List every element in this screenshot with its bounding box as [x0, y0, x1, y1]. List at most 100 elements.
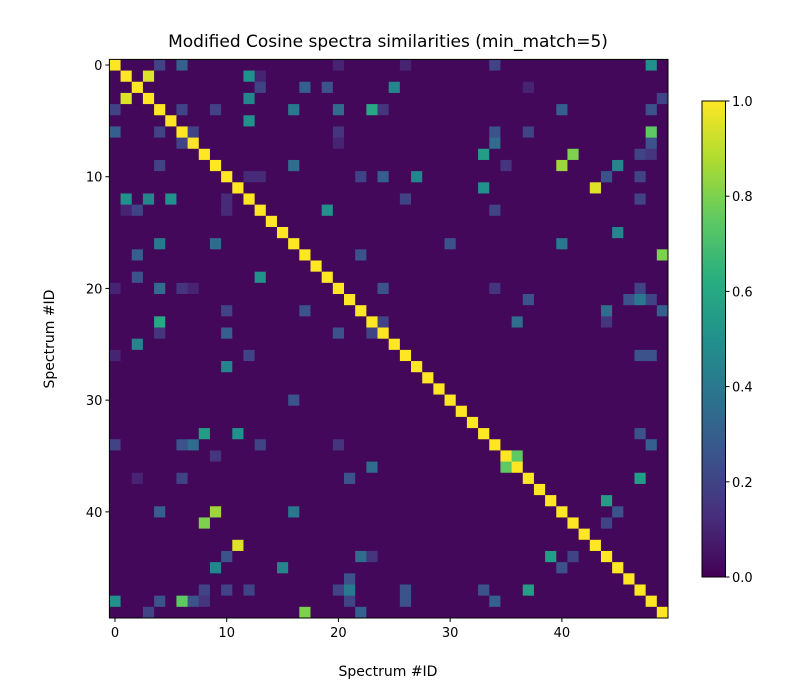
heatmap-cell — [589, 595, 602, 608]
heatmap-cell — [154, 361, 166, 373]
heatmap-cell — [489, 271, 501, 284]
heatmap-cell — [634, 606, 647, 619]
heatmap-cell — [377, 238, 390, 250]
heatmap-cell — [198, 81, 211, 94]
heatmap-cell — [578, 182, 591, 194]
heatmap-cell — [656, 461, 669, 474]
heatmap-cell — [198, 104, 211, 116]
heatmap-cell — [634, 584, 647, 597]
heatmap-cell — [645, 327, 658, 340]
heatmap-cell — [600, 528, 613, 541]
heatmap-cell — [478, 461, 490, 474]
heatmap-cell — [232, 115, 244, 127]
heatmap-cell — [478, 372, 490, 384]
heatmap-cell — [600, 584, 613, 597]
heatmap-cell — [500, 517, 512, 530]
heatmap-cell — [209, 159, 222, 172]
heatmap-cell — [254, 204, 267, 217]
heatmap-cell — [533, 171, 546, 183]
heatmap-cell — [578, 562, 591, 574]
heatmap-cell — [221, 238, 233, 250]
heatmap-cell — [500, 595, 512, 608]
heatmap-cell — [645, 584, 658, 597]
heatmap-cell — [299, 394, 311, 407]
heatmap-cell — [533, 416, 546, 429]
heatmap-cell — [612, 92, 624, 105]
heatmap-cell — [444, 338, 457, 351]
heatmap-cell — [388, 405, 401, 418]
heatmap-cell — [209, 562, 222, 574]
heatmap-cell — [422, 338, 434, 351]
heatmap-cell — [556, 92, 568, 105]
heatmap-cell — [209, 115, 222, 127]
heatmap-cell — [310, 226, 323, 239]
heatmap-cell — [600, 193, 613, 206]
heatmap-cell — [154, 562, 166, 574]
heatmap-cell — [399, 528, 412, 541]
heatmap-cell — [388, 260, 401, 273]
heatmap-cell — [433, 159, 445, 172]
heatmap-cell — [187, 204, 200, 217]
heatmap-cell — [366, 171, 378, 183]
heatmap-cell — [422, 517, 434, 530]
heatmap-cell — [209, 439, 222, 451]
heatmap-cell — [388, 584, 401, 597]
heatmap-cell — [556, 394, 568, 407]
heatmap-cell — [645, 59, 658, 71]
heatmap-cell — [131, 327, 144, 340]
heatmap-cell — [656, 584, 669, 597]
heatmap-cell — [589, 238, 602, 250]
heatmap-cell — [645, 226, 658, 239]
heatmap-cell — [142, 327, 155, 340]
heatmap-cell — [567, 238, 580, 250]
heatmap-cell — [120, 249, 133, 261]
heatmap-cell — [411, 260, 423, 273]
heatmap-cell — [131, 305, 144, 317]
heatmap-cell — [355, 92, 367, 105]
heatmap-cell — [344, 104, 356, 116]
heatmap-cell — [120, 271, 133, 284]
heatmap-cell — [399, 439, 412, 451]
heatmap-cell — [288, 327, 300, 340]
heatmap-cell — [422, 271, 434, 284]
heatmap-cell — [455, 137, 468, 150]
heatmap-cell — [489, 383, 501, 395]
heatmap-cell — [288, 126, 300, 139]
heatmap-cell — [634, 92, 647, 105]
heatmap-cell — [600, 115, 613, 127]
heatmap-cell — [355, 517, 367, 530]
heatmap-cell — [388, 472, 401, 485]
heatmap-cell — [154, 193, 166, 206]
heatmap-cell — [221, 361, 233, 373]
heatmap-cell — [254, 584, 267, 597]
heatmap-cell — [500, 282, 512, 295]
heatmap-cell — [399, 506, 412, 518]
heatmap-cell — [623, 249, 635, 261]
heatmap-cell — [355, 260, 367, 273]
heatmap-cell — [612, 226, 624, 239]
heatmap-cell — [422, 327, 434, 340]
heatmap-cell — [109, 394, 121, 407]
heatmap-cell — [276, 316, 289, 328]
heatmap-cell — [567, 271, 580, 284]
heatmap-cell — [176, 539, 189, 552]
heatmap-cell — [377, 115, 390, 127]
heatmap-cell — [433, 595, 445, 608]
heatmap-cell — [344, 338, 356, 351]
heatmap-cell — [142, 249, 155, 261]
heatmap-cell — [198, 595, 211, 608]
heatmap-cell — [288, 472, 300, 485]
heatmap-cell — [232, 282, 244, 295]
heatmap-cell — [489, 405, 501, 418]
heatmap-cell — [612, 573, 624, 585]
heatmap-cell — [399, 372, 412, 384]
heatmap-cell — [142, 472, 155, 485]
heatmap-cell — [545, 550, 557, 563]
heatmap-cell — [299, 148, 311, 161]
heatmap-cell — [355, 394, 367, 407]
heatmap-cell — [209, 92, 222, 105]
heatmap-cell — [299, 305, 311, 317]
heatmap-cell — [176, 204, 189, 217]
heatmap-cell — [176, 495, 189, 507]
heatmap-cell — [321, 472, 334, 485]
